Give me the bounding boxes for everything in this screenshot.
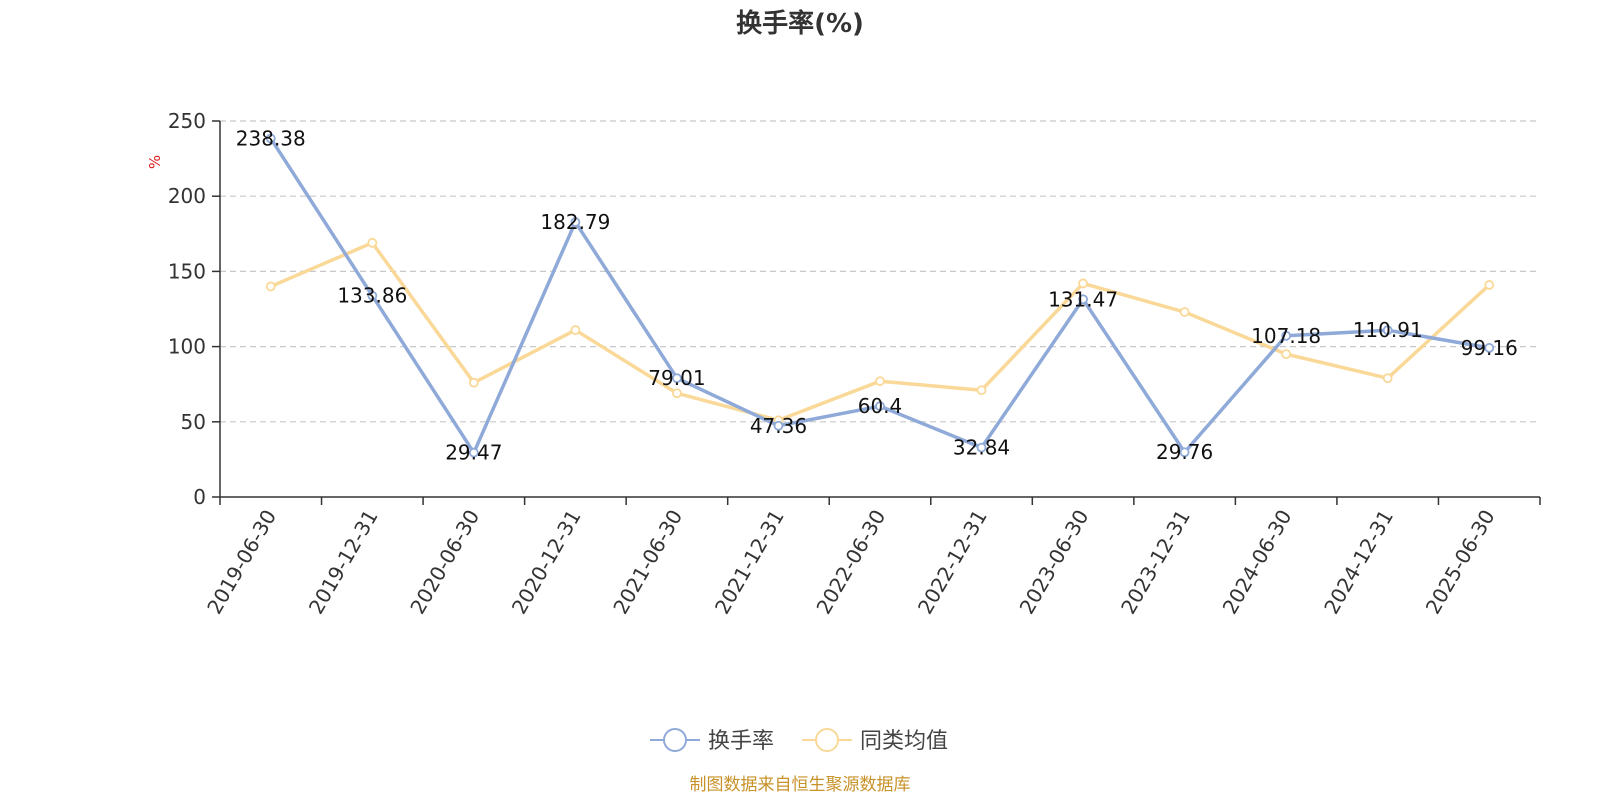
data-point[interactable]: [875, 401, 885, 412]
data-label: 60.4: [858, 394, 903, 418]
x-tick-label: 2020-12-31: [507, 506, 586, 619]
legend-label: 同类均值: [860, 729, 948, 754]
data-point[interactable]: [1484, 280, 1495, 290]
data-point[interactable]: [1281, 330, 1292, 341]
x-tick-label: 2020-06-30: [405, 506, 484, 619]
chart-title: 换手率(%): [736, 8, 864, 39]
data-label: 238.38: [236, 126, 306, 150]
data-point[interactable]: [570, 217, 581, 227]
x-tick-label: 2021-06-30: [608, 506, 687, 619]
data-point[interactable]: [367, 237, 378, 248]
y-tick-label: 250: [168, 109, 206, 133]
y-axis-unit-label: %: [146, 155, 164, 169]
data-label: 79.01: [648, 366, 705, 390]
data-point[interactable]: [367, 290, 378, 301]
data-labels: 238.38 133.86 29.47 182.79 79.01 47.36 60.4 32.…: [236, 126, 1518, 464]
y-tick-label: 0: [193, 485, 206, 509]
axes: 0 50 100 150 200 250 2019-06-30 2019-12-31 2020-…: [168, 109, 1541, 619]
data-point[interactable]: [1078, 294, 1088, 305]
x-tick-label: 2023-12-31: [1116, 506, 1195, 619]
x-tick-label: 2023-06-30: [1015, 506, 1094, 619]
legend-item[interactable]: 换手率: [650, 728, 774, 754]
data-label: 47.36: [750, 414, 807, 438]
data-point[interactable]: [1484, 342, 1495, 353]
x-tick-label: 2024-06-30: [1218, 506, 1297, 619]
data-point[interactable]: [976, 385, 987, 396]
y-tick-label: 100: [168, 335, 206, 359]
data-point[interactable]: [265, 133, 276, 144]
data-label: 29.47: [445, 441, 502, 465]
series-lines: [265, 133, 1495, 458]
data-label: 99.16: [1461, 336, 1518, 360]
data-point[interactable]: [672, 373, 682, 384]
y-tick-label: 50: [181, 410, 206, 434]
legend[interactable]: 换手率 同类均值: [650, 728, 948, 754]
data-point[interactable]: [672, 388, 682, 399]
x-tick-label: 2022-12-31: [913, 506, 992, 619]
y-tick-label: 200: [168, 184, 206, 208]
data-point[interactable]: [1382, 373, 1393, 384]
legend-label: 换手率: [708, 729, 774, 754]
y-tick-label: 150: [168, 259, 206, 283]
x-tick-label: 2024-12-31: [1319, 506, 1398, 619]
x-tick-label: 2022-06-30: [811, 506, 890, 619]
data-label: 110.91: [1353, 318, 1423, 342]
data-source-note: 制图数据来自恒生聚源数据库: [690, 775, 911, 795]
data-point[interactable]: [1382, 325, 1393, 336]
data-point[interactable]: [468, 377, 479, 388]
data-label: 32.84: [953, 436, 1010, 460]
legend-circle-icon: [663, 728, 687, 752]
data-point[interactable]: [1179, 447, 1190, 458]
data-point[interactable]: [875, 376, 885, 387]
data-label: 133.86: [337, 284, 407, 308]
x-tick-label: 2019-06-30: [202, 506, 281, 619]
data-label: 29.76: [1156, 440, 1213, 464]
data-point[interactable]: [570, 325, 581, 335]
data-point[interactable]: [1179, 307, 1190, 317]
data-point[interactable]: [1281, 349, 1292, 360]
x-tick-label: 2025-06-30: [1421, 506, 1500, 619]
data-point[interactable]: [976, 442, 987, 453]
data-point[interactable]: [1078, 278, 1088, 289]
legend-item[interactable]: 同类均值: [802, 728, 948, 754]
data-point[interactable]: [468, 447, 479, 458]
x-tick-label: 2021-12-31: [710, 506, 789, 619]
data-label: 107.18: [1251, 324, 1321, 348]
grid-lines: [220, 120, 1540, 423]
x-tick-label: 2019-12-31: [304, 506, 383, 619]
data-label: 131.47: [1048, 287, 1118, 311]
legend-circle-icon: [815, 728, 839, 752]
data-point[interactable]: [773, 420, 784, 431]
data-label: 182.79: [540, 210, 610, 234]
data-point[interactable]: [265, 281, 276, 292]
